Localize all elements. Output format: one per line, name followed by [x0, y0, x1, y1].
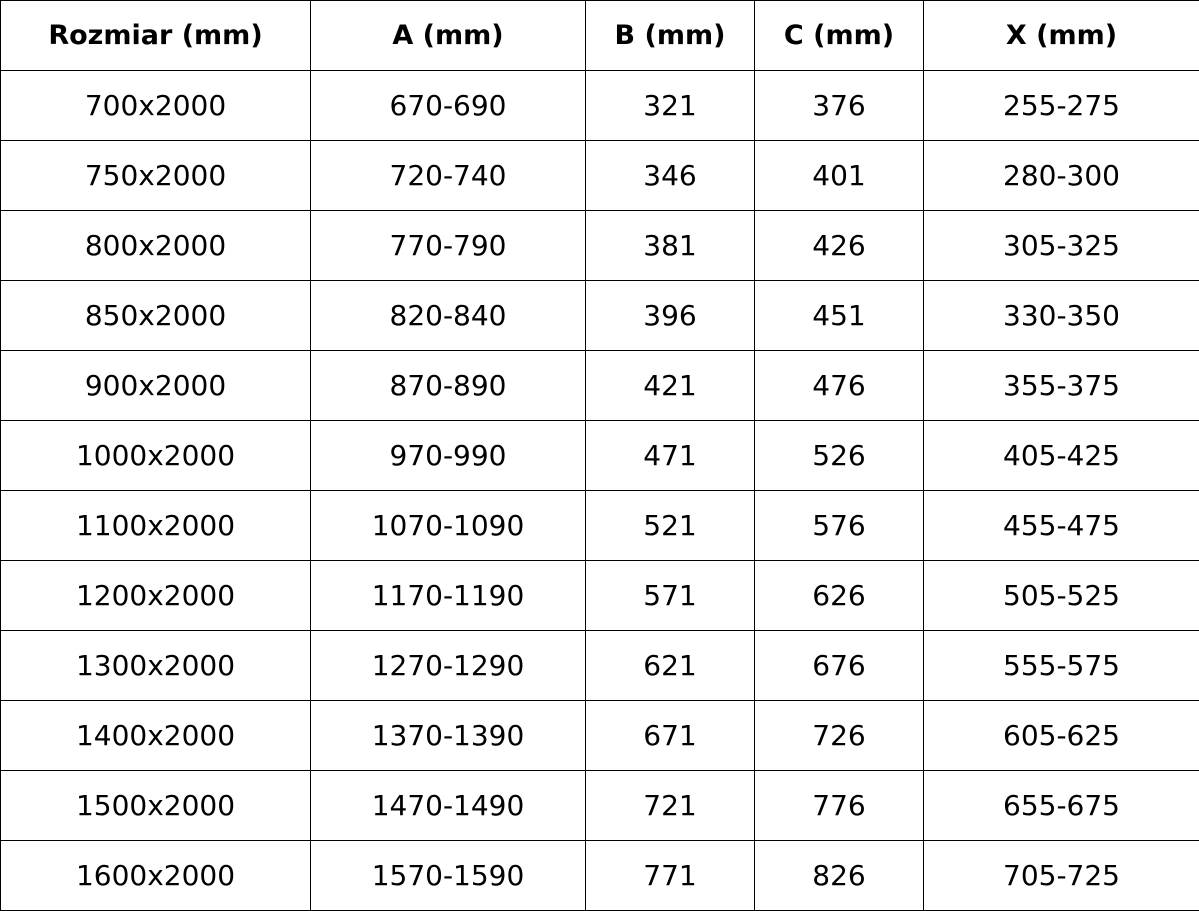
column-header-x: X (mm) — [923, 0, 1199, 71]
cell-size: 1000x2000 — [0, 420, 311, 491]
cell-x: 305-325 — [923, 210, 1199, 281]
cell-a: 770-790 — [310, 210, 586, 281]
cell-c: 776 — [754, 770, 924, 841]
cell-a: 870-890 — [310, 350, 586, 421]
header-row: Rozmiar (mm) A (mm) B (mm) C (mm) X (mm) — [0, 0, 1199, 71]
cell-c: 451 — [754, 280, 924, 351]
cell-b: 421 — [585, 350, 755, 421]
cell-x: 405-425 — [923, 420, 1199, 491]
table-row: 1400x2000 1370-1390 671 726 605-625 — [0, 700, 1199, 771]
cell-x: 330-350 — [923, 280, 1199, 351]
table-row: 1000x2000 970-990 471 526 405-425 — [0, 420, 1199, 491]
cell-size: 1600x2000 — [0, 840, 311, 911]
table-row: 750x2000 720-740 346 401 280-300 — [0, 140, 1199, 211]
cell-x: 280-300 — [923, 140, 1199, 211]
cell-size: 800x2000 — [0, 210, 311, 281]
cell-x: 555-575 — [923, 630, 1199, 701]
cell-x: 455-475 — [923, 490, 1199, 561]
table-row: 1300x2000 1270-1290 621 676 555-575 — [0, 630, 1199, 701]
cell-a: 820-840 — [310, 280, 586, 351]
cell-a: 1570-1590 — [310, 840, 586, 911]
table-row: 1200x2000 1170-1190 571 626 505-525 — [0, 560, 1199, 631]
cell-b: 521 — [585, 490, 755, 561]
table-row: 1500x2000 1470-1490 721 776 655-675 — [0, 770, 1199, 841]
table-body: 700x2000 670-690 321 376 255-275 750x2000 720-… — [0, 70, 1199, 911]
cell-size: 900x2000 — [0, 350, 311, 421]
cell-b: 771 — [585, 840, 755, 911]
cell-size: 750x2000 — [0, 140, 311, 211]
cell-x: 505-525 — [923, 560, 1199, 631]
cell-b: 571 — [585, 560, 755, 631]
table-row: 1600x2000 1570-1590 771 826 705-725 — [0, 840, 1199, 911]
column-header-a: A (mm) — [310, 0, 586, 71]
cell-a: 1470-1490 — [310, 770, 586, 841]
table-row: 850x2000 820-840 396 451 330-350 — [0, 280, 1199, 351]
cell-x: 605-625 — [923, 700, 1199, 771]
column-header-size: Rozmiar (mm) — [0, 0, 311, 71]
cell-size: 1500x2000 — [0, 770, 311, 841]
column-header-c: C (mm) — [754, 0, 924, 71]
cell-a: 970-990 — [310, 420, 586, 491]
cell-b: 471 — [585, 420, 755, 491]
cell-c: 476 — [754, 350, 924, 421]
cell-c: 826 — [754, 840, 924, 911]
cell-c: 676 — [754, 630, 924, 701]
table-row: 900x2000 870-890 421 476 355-375 — [0, 350, 1199, 421]
cell-x: 705-725 — [923, 840, 1199, 911]
cell-x: 655-675 — [923, 770, 1199, 841]
cell-b: 396 — [585, 280, 755, 351]
cell-b: 621 — [585, 630, 755, 701]
cell-a: 1170-1190 — [310, 560, 586, 631]
cell-a: 1070-1090 — [310, 490, 586, 561]
cell-size: 1200x2000 — [0, 560, 311, 631]
cell-b: 321 — [585, 70, 755, 141]
table-row: 700x2000 670-690 321 376 255-275 — [0, 70, 1199, 141]
cell-a: 720-740 — [310, 140, 586, 211]
cell-c: 401 — [754, 140, 924, 211]
cell-a: 670-690 — [310, 70, 586, 141]
cell-size: 700x2000 — [0, 70, 311, 141]
cell-x: 355-375 — [923, 350, 1199, 421]
cell-b: 721 — [585, 770, 755, 841]
cell-b: 671 — [585, 700, 755, 771]
cell-c: 576 — [754, 490, 924, 561]
cell-size: 850x2000 — [0, 280, 311, 351]
cell-size: 1400x2000 — [0, 700, 311, 771]
table-row: 1100x2000 1070-1090 521 576 455-475 — [0, 490, 1199, 561]
cell-b: 346 — [585, 140, 755, 211]
cell-size: 1100x2000 — [0, 490, 311, 561]
table-row: 800x2000 770-790 381 426 305-325 — [0, 210, 1199, 281]
cell-c: 526 — [754, 420, 924, 491]
column-header-b: B (mm) — [585, 0, 755, 71]
cell-c: 626 — [754, 560, 924, 631]
cell-a: 1370-1390 — [310, 700, 586, 771]
cell-a: 1270-1290 — [310, 630, 586, 701]
cell-c: 726 — [754, 700, 924, 771]
cell-c: 426 — [754, 210, 924, 281]
cell-x: 255-275 — [923, 70, 1199, 141]
cell-b: 381 — [585, 210, 755, 281]
cell-c: 376 — [754, 70, 924, 141]
cell-size: 1300x2000 — [0, 630, 311, 701]
